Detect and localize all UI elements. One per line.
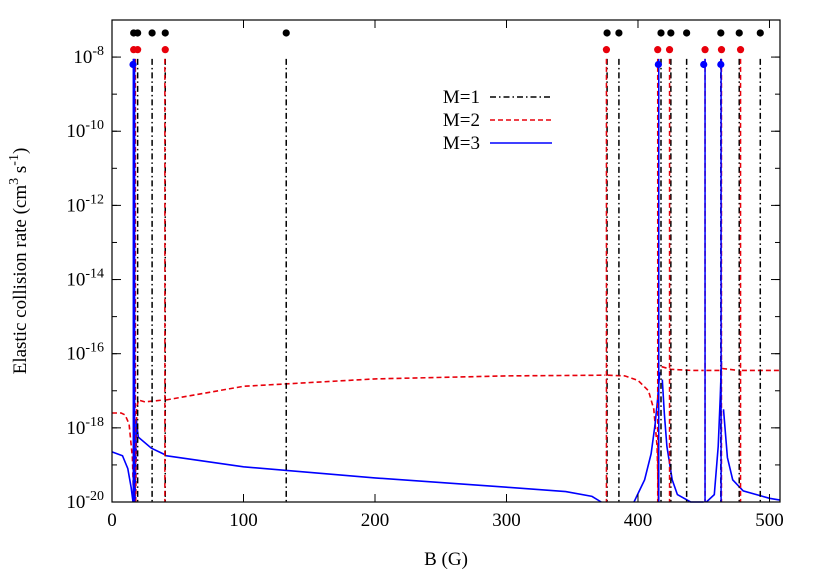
markers-layer (129, 29, 764, 69)
y-tick-label: 10-14 (66, 267, 104, 291)
y-tick-label: 10-12 (66, 192, 104, 216)
plot-frame (111, 19, 781, 503)
resonance-marker-row-2 (161, 46, 169, 54)
legend-label-1: M=1 (443, 87, 480, 108)
x-axis-label: B (G) (424, 549, 468, 570)
resonance-marker-row-2 (717, 46, 726, 54)
resonance-marker-row-3 (700, 60, 708, 69)
series-3-curve (661, 379, 704, 503)
resonance-marker-row-3 (129, 60, 137, 69)
series-2-curve (134, 398, 164, 503)
resonance-lines-layer (132, 58, 762, 502)
y-axis-label: Elastic collision rate (cm3 s-1) (7, 148, 31, 375)
series-3-curve (111, 451, 134, 503)
resonance-marker-row-1 (683, 29, 691, 37)
resonance-marker-row-1 (735, 29, 743, 37)
x-tick-label: 0 (107, 510, 117, 531)
resonance-marker-row-1 (282, 29, 290, 37)
y-tick-label: 10-8 (73, 44, 104, 68)
ticks-layer: 0 100 200 300 400 500 10-8 10-10 10-12 10-14 10-16… (66, 19, 784, 531)
y-tick-label: 10-20 (66, 489, 104, 513)
y-tick-label: 10-10 (66, 118, 104, 142)
x-tick-label: 400 (624, 510, 653, 531)
resonance-marker-row-1 (148, 29, 156, 37)
legend-label-3: M=3 (443, 133, 480, 154)
x-tick-label: 100 (229, 510, 258, 531)
x-tick-label: 500 (755, 510, 784, 531)
resonance-marker-row-1 (717, 29, 725, 37)
series-3-curve (722, 409, 781, 501)
series-2-curve (722, 367, 738, 372)
resonance-marker-row-1 (667, 29, 675, 37)
resonance-marker-row-2 (602, 46, 611, 54)
resonance-marker-row-2 (134, 46, 142, 54)
resonance-marker-row-1 (657, 29, 665, 37)
resonance-marker-row-1 (756, 29, 764, 37)
resonance-marker-row-1 (603, 29, 611, 37)
x-tick-label: 200 (361, 510, 390, 531)
legend-label-2: M=2 (443, 110, 480, 131)
resonance-marker-row-2 (654, 46, 662, 54)
y-tick-label: 10-18 (66, 415, 104, 439)
series-3-curve (165, 454, 602, 503)
series-3-curve (705, 361, 723, 503)
curves-layer (111, 361, 781, 503)
series-2-curve (661, 365, 704, 372)
resonance-marker-row-3 (654, 60, 662, 69)
resonance-marker-row-1 (134, 29, 142, 37)
resonance-marker-row-3 (717, 60, 725, 69)
series-2-curve (607, 374, 660, 503)
series-3-curve (134, 420, 165, 503)
resonance-marker-row-2 (701, 46, 709, 54)
resonance-marker-row-2 (665, 46, 674, 54)
resonance-marker-row-2 (736, 46, 745, 54)
resonance-marker-row-1 (615, 29, 623, 37)
legend: M=1M=2M=3 (443, 87, 552, 154)
resonance-marker-row-1 (161, 29, 169, 37)
y-tick-label: 10-16 (66, 341, 104, 365)
series-2-curve (165, 374, 606, 401)
x-tick-label: 300 (492, 510, 521, 531)
